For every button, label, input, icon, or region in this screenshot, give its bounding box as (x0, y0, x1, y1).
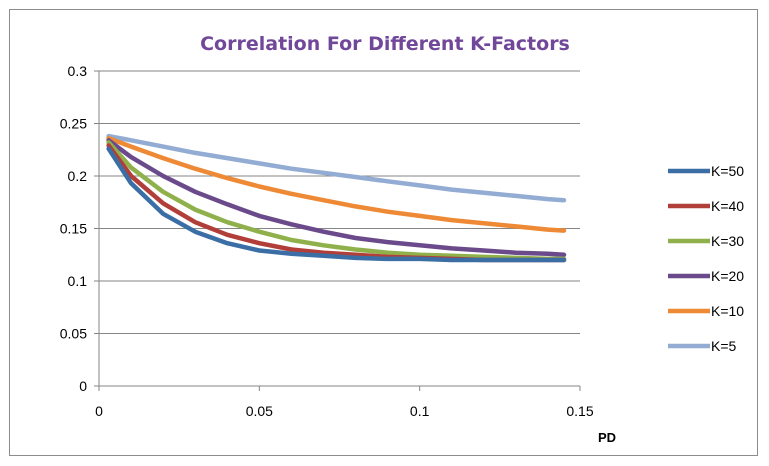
chart-title: Correlation For Different K-Factors (200, 33, 570, 55)
series-lines (106, 133, 567, 263)
y-tick-labels: 0 0.05 0.1 0.15 0.2 0.25 0.3 (60, 63, 87, 394)
series-line-k10 (106, 135, 567, 233)
series-line-k20 (106, 138, 567, 258)
legend-label: K=40 (711, 198, 744, 214)
series-line-k50 (106, 146, 567, 263)
x-tick-label: 0.15 (566, 403, 593, 419)
legend-label: K=30 (711, 233, 744, 249)
x-tick-labels: 0 0.05 0.1 0.15 (95, 403, 594, 419)
legend-label: K=50 (711, 163, 744, 179)
y-tick-label: 0.25 (60, 116, 87, 132)
legend: K=50 K=40 K=30 K=20 K=10 K=5 (668, 163, 744, 354)
x-tick-label: 0.1 (410, 403, 430, 419)
series-line-k5 (106, 133, 567, 203)
legend-label: K=10 (711, 303, 744, 319)
y-tick-label: 0.05 (60, 326, 87, 342)
x-tick-label: 0 (95, 403, 103, 419)
y-tick-label: 0.15 (60, 221, 87, 237)
chart-frame (9, 9, 758, 456)
gridlines (94, 70, 580, 387)
y-tick-label: 0 (79, 378, 87, 394)
x-tick-label: 0.05 (246, 403, 273, 419)
legend-label: K=20 (711, 268, 744, 284)
series-line-k30 (106, 140, 567, 262)
y-tick-label: 0.2 (68, 168, 88, 184)
x-axis-label: PD (598, 430, 616, 445)
y-tick-label: 0.3 (68, 63, 88, 79)
axes (98, 71, 581, 391)
legend-label: K=5 (711, 338, 737, 354)
y-tick-label: 0.1 (68, 273, 88, 289)
